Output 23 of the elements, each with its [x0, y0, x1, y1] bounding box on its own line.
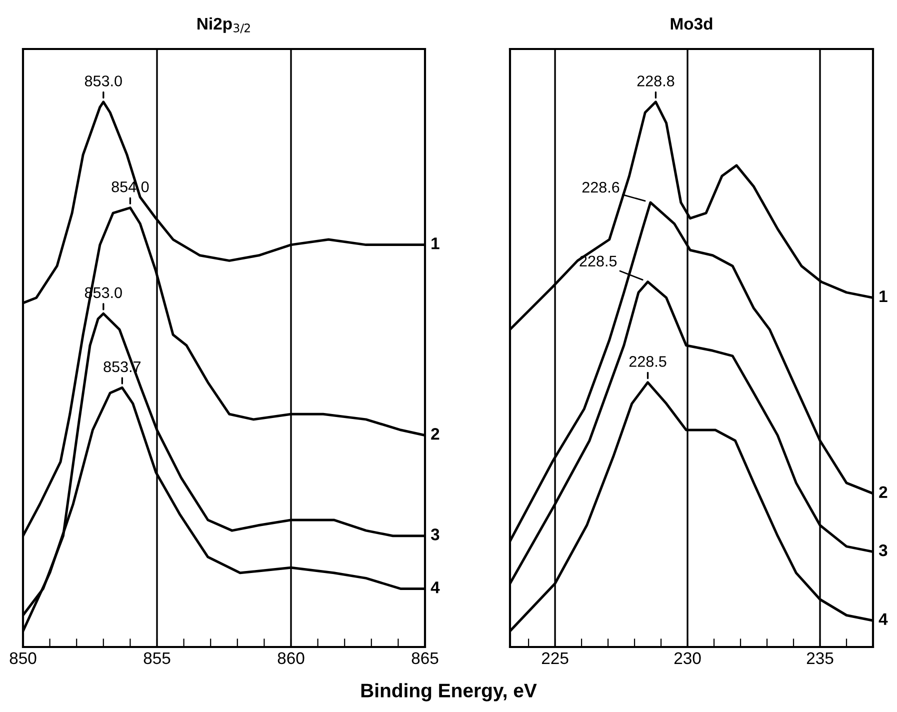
x-axis-title: Binding Energy, eV	[361, 683, 537, 702]
x-tick-label: 225	[542, 652, 568, 664]
series-label: 4	[878, 613, 888, 625]
series-label: 1	[880, 290, 888, 302]
series-label: 3	[430, 528, 440, 540]
series-label: 4	[430, 582, 440, 594]
x-tick-label: 230	[674, 652, 701, 664]
x-tick-label: 850	[10, 652, 36, 664]
annotation: 228.5	[629, 356, 666, 367]
series-label: 3	[878, 544, 888, 556]
x-tick-label: 855	[144, 652, 170, 664]
chart-title: Mo3d	[670, 17, 712, 30]
series-label: 1	[432, 238, 440, 250]
chart-title: Ni2p$_{3/2}$	[198, 17, 250, 34]
x-tick-label: 235	[806, 652, 834, 664]
annotation: 228.6	[582, 182, 620, 193]
annotation: 228.5	[580, 256, 617, 267]
series-label: 2	[879, 486, 888, 498]
annotation: 228.8	[637, 76, 674, 86]
annotation: 853.0	[84, 76, 122, 86]
x-tick-label: 865	[412, 652, 438, 664]
x-tick-label: 860	[278, 652, 304, 664]
series-label: 2	[431, 428, 440, 440]
